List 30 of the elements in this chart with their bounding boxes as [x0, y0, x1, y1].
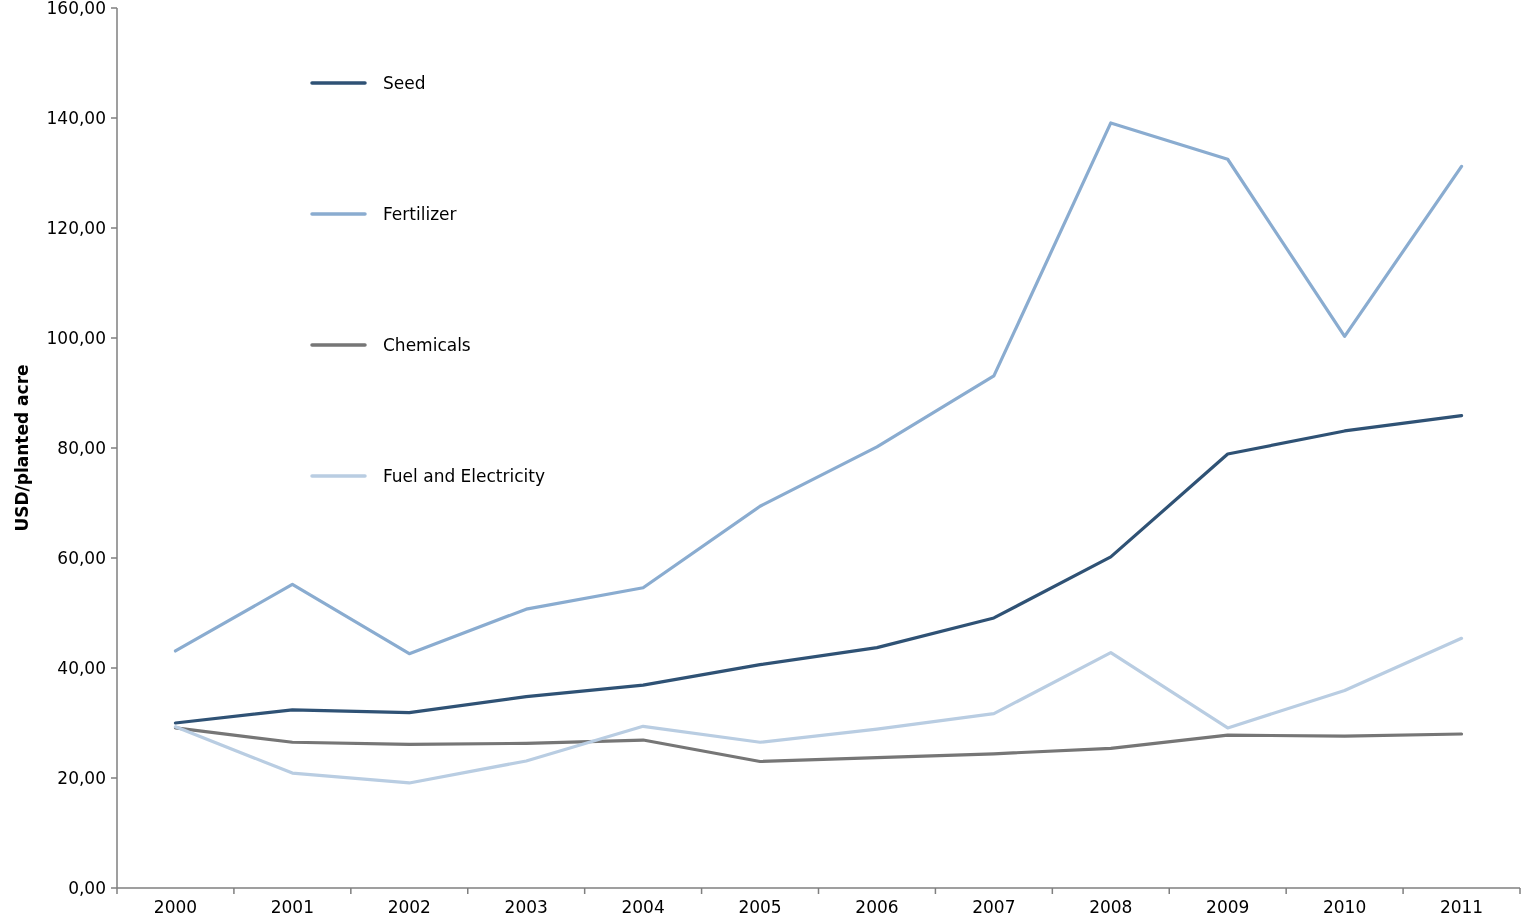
x-tick-label: 2006 [855, 897, 899, 914]
y-tick-label: 160,00 [46, 0, 106, 18]
line-series [173, 413, 1464, 725]
y-tick-label: 60,00 [57, 547, 106, 568]
legend-label: Seed [383, 72, 426, 93]
legend-label: Fertilizer [383, 203, 457, 224]
y-tick-label: 80,00 [57, 437, 106, 458]
line-series [173, 121, 1464, 656]
y-tick-label: 20,00 [57, 767, 106, 788]
y-axis-title: USD/planted acre [12, 364, 32, 532]
y-tick-label: 40,00 [57, 657, 106, 678]
y-tick-label: 100,00 [46, 327, 106, 348]
x-tick-label: 2001 [270, 897, 315, 914]
x-tick-label: 2011 [1439, 897, 1484, 914]
x-tick-label: 2009 [1206, 897, 1250, 914]
y-tick-label: 0,00 [68, 877, 106, 898]
y-tick-label: 140,00 [46, 107, 106, 128]
line-series [173, 726, 1464, 764]
x-tick-label: 2008 [1089, 897, 1133, 914]
x-tick-label: 2010 [1322, 897, 1367, 914]
x-tick-label: 2002 [387, 897, 431, 914]
x-tick-label: 2007 [972, 897, 1016, 914]
y-tick-label: 120,00 [46, 217, 106, 238]
x-tick-label: 2000 [153, 897, 198, 914]
line-series [173, 636, 1464, 785]
x-tick-label: 2003 [504, 897, 548, 914]
x-tick-label: 2005 [738, 897, 782, 914]
legend-label: Chemicals [383, 334, 471, 355]
x-tick-label: 2004 [621, 897, 665, 914]
legend-label: Fuel and Electricity [383, 465, 546, 486]
